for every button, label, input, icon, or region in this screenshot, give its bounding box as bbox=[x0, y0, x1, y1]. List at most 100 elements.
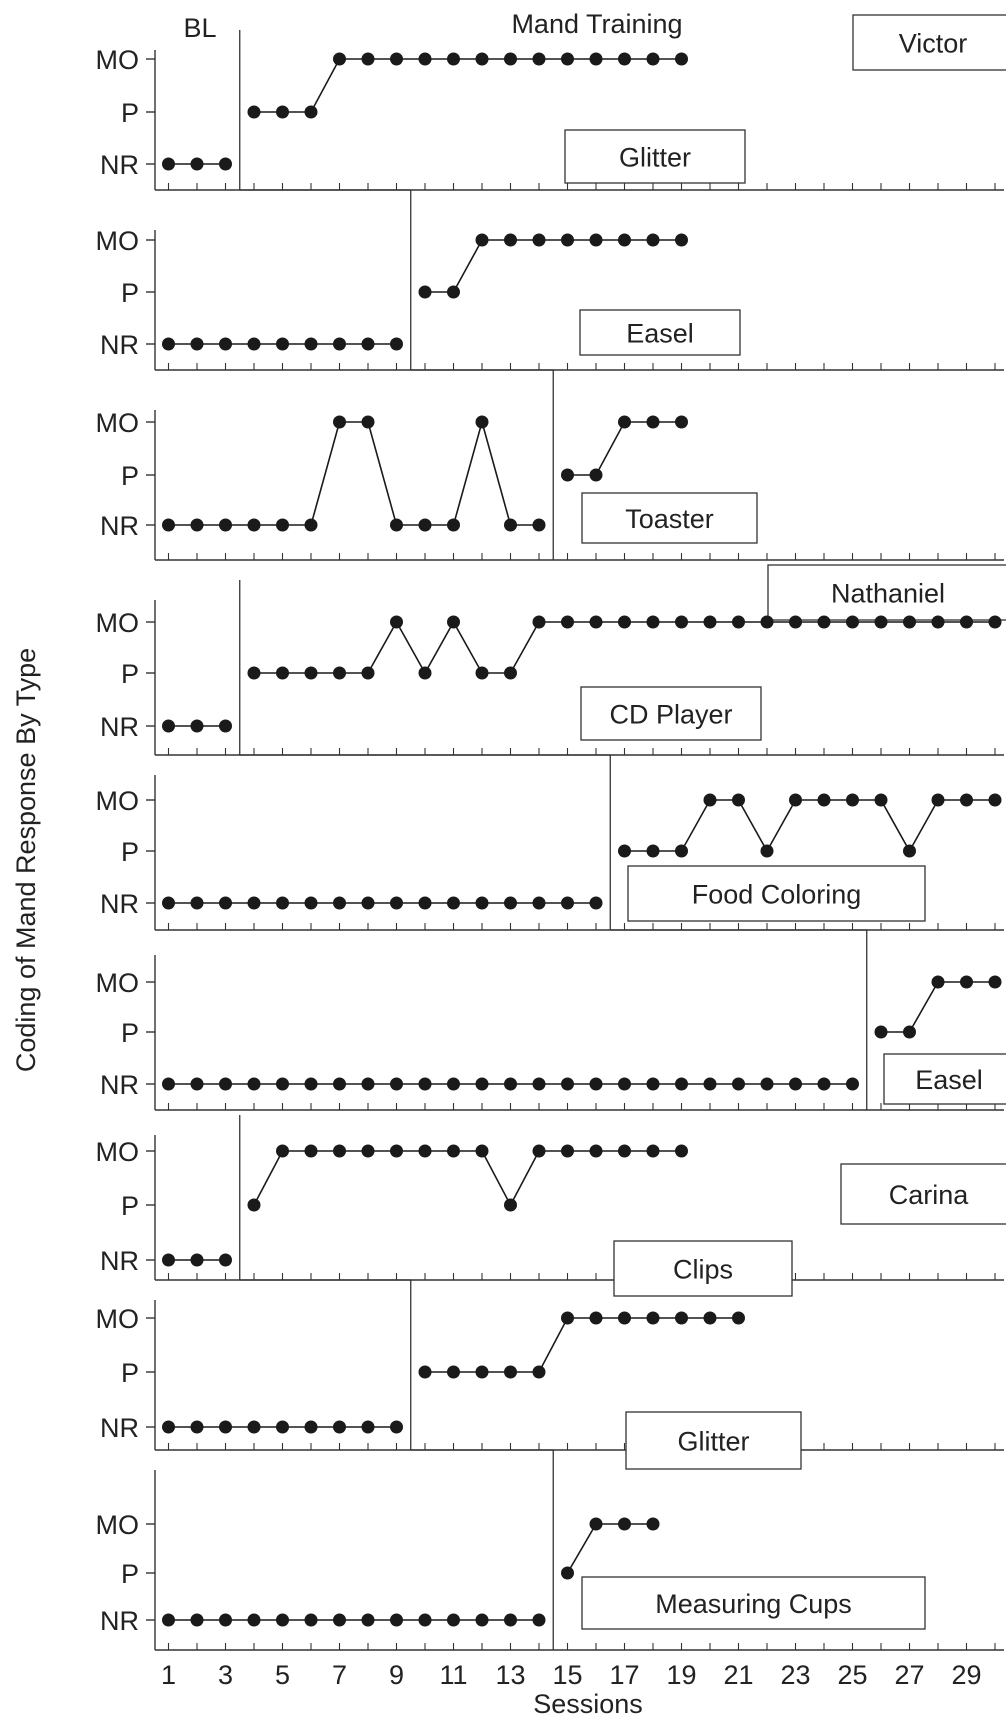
baseline-data-point bbox=[532, 1077, 546, 1091]
baseline-data-point bbox=[190, 337, 204, 351]
treatment-data-point bbox=[418, 1144, 432, 1158]
baseline-data-point bbox=[162, 1613, 175, 1627]
item-label: Glitter bbox=[677, 1427, 749, 1457]
treatment-data-point bbox=[874, 1025, 888, 1039]
baseline-data-point bbox=[589, 1077, 603, 1091]
treatment-data-point bbox=[874, 793, 888, 807]
participant-label: Victor bbox=[899, 29, 968, 59]
treatment-data-point bbox=[931, 975, 945, 989]
y-tick-label: P bbox=[121, 461, 139, 491]
treatment-data-point bbox=[532, 1365, 546, 1379]
baseline-data-point bbox=[304, 1420, 318, 1434]
participant-label: Nathaniel bbox=[831, 579, 945, 609]
baseline-data-point bbox=[361, 1420, 375, 1434]
baseline-data-point bbox=[276, 337, 289, 351]
treatment-data-point bbox=[846, 793, 859, 807]
treatment-data-point bbox=[589, 1311, 603, 1325]
baseline-data-point bbox=[675, 1077, 688, 1091]
treatment-data-point bbox=[675, 615, 688, 629]
baseline-data-point bbox=[333, 1077, 346, 1091]
y-tick-label: MO bbox=[96, 226, 140, 256]
treatment-data-point bbox=[675, 52, 688, 66]
treatment-data-point bbox=[760, 615, 774, 629]
treatment-data-point bbox=[361, 1144, 375, 1158]
treatment-data-point bbox=[675, 415, 688, 429]
baseline-data-point bbox=[333, 415, 346, 429]
item-label: Easel bbox=[626, 319, 694, 349]
baseline-data-point bbox=[475, 1613, 489, 1627]
baseline-data-point bbox=[504, 1613, 517, 1627]
treatment-phase-label: Mand Training bbox=[511, 9, 682, 39]
treatment-data-point bbox=[247, 666, 261, 680]
treatment-data-point bbox=[418, 52, 432, 66]
treatment-data-point bbox=[817, 615, 831, 629]
baseline-data-point bbox=[219, 157, 232, 171]
baseline-data-point bbox=[504, 896, 517, 910]
treatment-data-point bbox=[390, 615, 403, 629]
participant-label: Carina bbox=[889, 1180, 970, 1210]
treatment-data-point bbox=[646, 233, 660, 247]
treatment-data-point bbox=[390, 1144, 403, 1158]
treatment-data-point bbox=[618, 233, 631, 247]
treatment-data-point bbox=[532, 615, 546, 629]
baseline-data-point bbox=[247, 337, 261, 351]
treatment-data-point bbox=[988, 793, 1002, 807]
x-tick-label: 3 bbox=[218, 1660, 233, 1690]
baseline-data-point bbox=[219, 1613, 232, 1627]
treatment-series-line bbox=[253, 1150, 682, 1207]
baseline-data-point bbox=[504, 518, 517, 532]
y-tick-label: NR bbox=[100, 1246, 139, 1276]
treatment-data-point bbox=[675, 1144, 688, 1158]
y-tick-label: P bbox=[121, 278, 139, 308]
treatment-data-point bbox=[561, 468, 574, 482]
treatment-data-point bbox=[903, 1025, 916, 1039]
x-tick-label: 11 bbox=[439, 1660, 467, 1690]
baseline-data-point bbox=[276, 1420, 289, 1434]
treatment-data-point bbox=[760, 844, 774, 858]
baseline-data-point bbox=[532, 896, 546, 910]
baseline-data-point bbox=[304, 1077, 318, 1091]
item-label-box bbox=[581, 492, 758, 544]
treatment-series-line bbox=[624, 799, 995, 853]
participant-label-box bbox=[840, 1163, 1006, 1225]
baseline-data-point bbox=[532, 1613, 546, 1627]
baseline-data-point bbox=[703, 1077, 717, 1091]
treatment-data-point bbox=[475, 666, 489, 680]
y-tick-label: MO bbox=[96, 786, 140, 816]
item-label-box bbox=[625, 1411, 802, 1470]
treatment-data-point bbox=[846, 615, 859, 629]
treatment-data-point bbox=[646, 1517, 660, 1531]
panel-9: NR P MO Measuring Cups bbox=[96, 1470, 1004, 1651]
treatment-data-point bbox=[618, 1311, 631, 1325]
treatment-data-point bbox=[504, 666, 517, 680]
baseline-data-point bbox=[817, 1077, 831, 1091]
item-label: Clips bbox=[673, 1255, 733, 1285]
baseline-data-point bbox=[789, 1077, 802, 1091]
panel-6: NR P MO Easel bbox=[96, 955, 1006, 1111]
x-tick-label: 21 bbox=[723, 1660, 753, 1690]
treatment-data-point bbox=[561, 1566, 574, 1580]
baseline-data-point bbox=[504, 1077, 517, 1091]
y-tick-label: NR bbox=[100, 150, 139, 180]
baseline-data-point bbox=[219, 337, 232, 351]
baseline-data-point bbox=[475, 896, 489, 910]
treatment-data-point bbox=[589, 615, 603, 629]
baseline-data-point bbox=[418, 1613, 432, 1627]
treatment-series-line bbox=[566, 1523, 653, 1574]
baseline-data-point bbox=[276, 1613, 289, 1627]
treatment-data-point bbox=[532, 1144, 546, 1158]
treatment-data-point bbox=[475, 233, 489, 247]
item-label-box bbox=[579, 309, 741, 356]
treatment-data-point bbox=[703, 793, 717, 807]
treatment-data-point bbox=[960, 975, 973, 989]
treatment-data-point bbox=[532, 52, 546, 66]
y-tick-label: NR bbox=[100, 889, 139, 919]
panel-3: NR P MO Toaster bbox=[96, 408, 1004, 561]
baseline-data-point bbox=[390, 1077, 403, 1091]
baseline-data-point bbox=[361, 337, 375, 351]
treatment-data-point bbox=[561, 1311, 574, 1325]
baseline-data-point bbox=[276, 896, 289, 910]
x-tick-label: 27 bbox=[894, 1660, 924, 1690]
baseline-data-point bbox=[162, 1253, 175, 1267]
y-tick-label: MO bbox=[96, 968, 140, 998]
